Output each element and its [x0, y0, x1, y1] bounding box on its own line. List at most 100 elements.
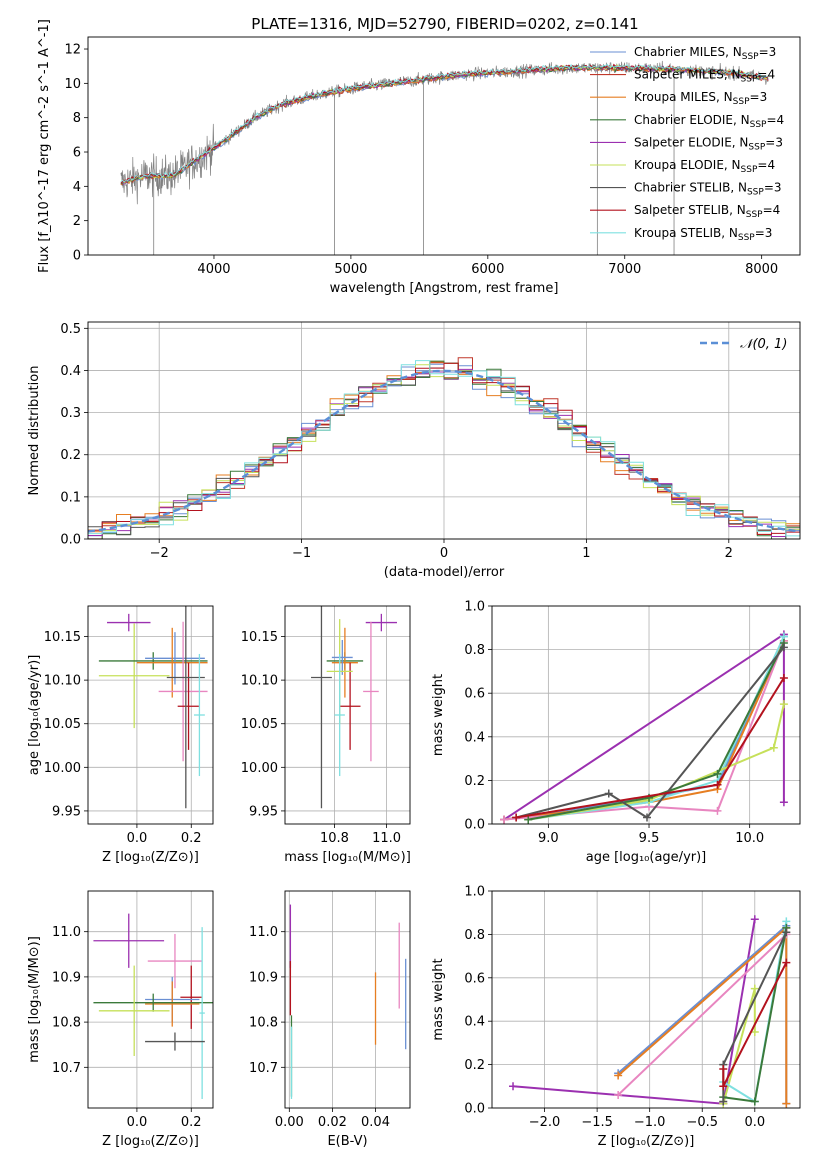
- axes-frame: [87, 36, 801, 256]
- y-axis-label: mass [log₁₀(M/M⊙)]: [27, 936, 42, 1063]
- plot-area: [93, 913, 213, 1099]
- axes-frame: [284, 890, 411, 1109]
- y-tick-label: 0.6: [464, 971, 485, 986]
- residual-histogram: [88, 360, 800, 537]
- y-tick-label: 0.8: [464, 643, 485, 658]
- mass-weight-marker: [524, 815, 533, 824]
- mass-weight-marker: [604, 789, 613, 798]
- mass-weight-marker: [643, 813, 652, 822]
- mass-weight-marker: [779, 673, 788, 682]
- mass-weight-marker: [614, 1090, 623, 1099]
- legend-entry: Salpeter ELODIE, NSSP=3: [634, 135, 783, 152]
- y-tick-label: 0.3: [60, 406, 81, 421]
- y-tick-label: 10.9: [52, 970, 81, 985]
- mass-weight-marker: [512, 813, 521, 822]
- x-tick-label: 0.04: [361, 1115, 390, 1130]
- mass-weight-line: [528, 703, 785, 821]
- y-tick-label: 10.05: [44, 717, 81, 732]
- x-tick-label: −1.0: [634, 1115, 666, 1130]
- plot-area: [500, 630, 788, 824]
- mass-weight-marker: [782, 1099, 791, 1108]
- legend-entry: Kroupa MILES, NSSP=3: [634, 90, 767, 107]
- panel-mass-vs-Z: 0.0 0.2 10.7 10.8 10.9 11.0 Z [log₁₀(Z/Z⊙)] mas…: [27, 890, 214, 1149]
- x-axis-label: (data-model)/error: [384, 565, 505, 580]
- y-tick-label: 10.15: [44, 630, 81, 645]
- x-tick-label: 9.0: [538, 831, 559, 846]
- y-tick-label: 0: [73, 249, 81, 264]
- x-tick-label: −0.5: [686, 1115, 718, 1130]
- y-tick-label: 0.2: [464, 1058, 485, 1073]
- y-tick-label: 0.4: [60, 364, 81, 379]
- x-axis-label: mass [log₁₀(M/M⊙)]: [284, 850, 411, 865]
- x-tick-label: −2.0: [529, 1115, 561, 1130]
- x-tick-label: 5000: [334, 262, 367, 277]
- x-tick-label: 0.0: [744, 1115, 765, 1130]
- x-tick-label: 11.0: [372, 831, 401, 846]
- y-tick-label: 10.7: [52, 1061, 81, 1076]
- panel-age-vs-mass: 10.8 11.0 9.95 10.00 10.05 10.10 10.15 mass [lo…: [241, 605, 411, 865]
- y-tick-label: 10.05: [241, 717, 278, 732]
- x-tick-label: 2: [725, 546, 733, 561]
- y-tick-label: 10: [64, 77, 81, 92]
- mass-weight-marker: [509, 1082, 518, 1091]
- y-tick-label: 10.15: [241, 630, 278, 645]
- mass-weight-marker: [750, 1028, 759, 1037]
- legend-entry: Kroupa STELIB, NSSP=3: [634, 226, 772, 243]
- y-tick-label: 0.8: [464, 928, 485, 943]
- mass-weight-marker: [782, 958, 791, 967]
- legend-entry: Chabrier MILES, NSSP=3: [634, 45, 776, 62]
- y-tick-label: 4: [73, 180, 81, 195]
- panel-mass-weight-vs-Z: −2.0 −1.5 −1.0 −0.5 0.0 0.0 0.2 0.4 0.6 0.8 1.0 Z […: [431, 885, 801, 1149]
- x-tick-label: 1: [582, 546, 590, 561]
- mass-weight-line: [515, 646, 785, 819]
- axes-frame: [87, 890, 214, 1109]
- x-axis-label: E(B-V): [327, 1134, 367, 1149]
- y-tick-label: 0.1: [60, 490, 81, 505]
- y-tick-label: 10.10: [241, 674, 278, 689]
- axes-frame: [87, 321, 801, 540]
- y-tick-label: 0.4: [464, 730, 485, 745]
- y-axis-label: Normed distribution: [27, 366, 42, 496]
- panel-residuals: −2 −1 0 1 2 0.0 0.1 0.2 0.3 0.4 0.5 (data-model)/er…: [27, 321, 801, 580]
- x-tick-label: 4000: [197, 262, 230, 277]
- y-tick-label: 0.4: [464, 1015, 485, 1030]
- x-tick-label: 8000: [745, 262, 778, 277]
- y-tick-label: 10.9: [249, 970, 278, 985]
- y-tick-label: 9.95: [249, 804, 278, 819]
- mass-weight-line: [512, 919, 756, 1105]
- mass-weight-marker: [750, 915, 759, 924]
- y-tick-label: 8: [73, 111, 81, 126]
- y-tick-label: 9.95: [52, 804, 81, 819]
- x-tick-label: 0.2: [181, 1115, 202, 1130]
- x-tick-label: −1.5: [581, 1115, 613, 1130]
- mass-weight-marker: [779, 798, 788, 807]
- panel-spectrum: 4000 5000 6000 7000 8000 0 2 4 6 8 10 12 wavelength …: [37, 19, 801, 296]
- mass-weight-marker: [719, 1064, 728, 1073]
- y-tick-label: 10.10: [44, 674, 81, 689]
- x-tick-label: 6000: [471, 262, 504, 277]
- y-tick-label: 6: [73, 146, 81, 161]
- legend-entry: Chabrier STELIB, NSSP=3: [634, 181, 782, 198]
- axes-frame: [284, 605, 411, 825]
- y-tick-label: 0.5: [60, 322, 81, 337]
- y-tick-label: 10.00: [44, 761, 81, 776]
- y-tick-label: 10.8: [249, 1016, 278, 1031]
- y-tick-label: 11.0: [249, 925, 278, 940]
- legend-entry: Salpeter MILES, NSSP=4: [634, 68, 775, 85]
- plot-area: [509, 915, 791, 1108]
- y-tick-label: 0.2: [464, 774, 485, 789]
- mass-weight-marker: [719, 1097, 728, 1106]
- x-tick-label: 10.0: [735, 831, 764, 846]
- panel-mass-vs-EBV: 0.00 0.02 0.04 10.7 10.8 10.9 11.0 E(B-V): [249, 890, 411, 1149]
- mass-weight-marker: [500, 815, 509, 824]
- y-tick-label: 11.0: [52, 925, 81, 940]
- plot-area: [120, 60, 769, 255]
- legend-entry: 𝒩(0, 1): [740, 337, 787, 352]
- x-tick-label: 0.0: [127, 1115, 148, 1130]
- x-tick-label: 7000: [608, 262, 641, 277]
- plot-area: [289, 904, 407, 1099]
- x-axis-label: Z [log₁₀(Z/Z⊙)]: [102, 850, 199, 865]
- x-tick-label: −2: [150, 546, 169, 561]
- legend-entry: Salpeter STELIB, NSSP=4: [634, 203, 780, 220]
